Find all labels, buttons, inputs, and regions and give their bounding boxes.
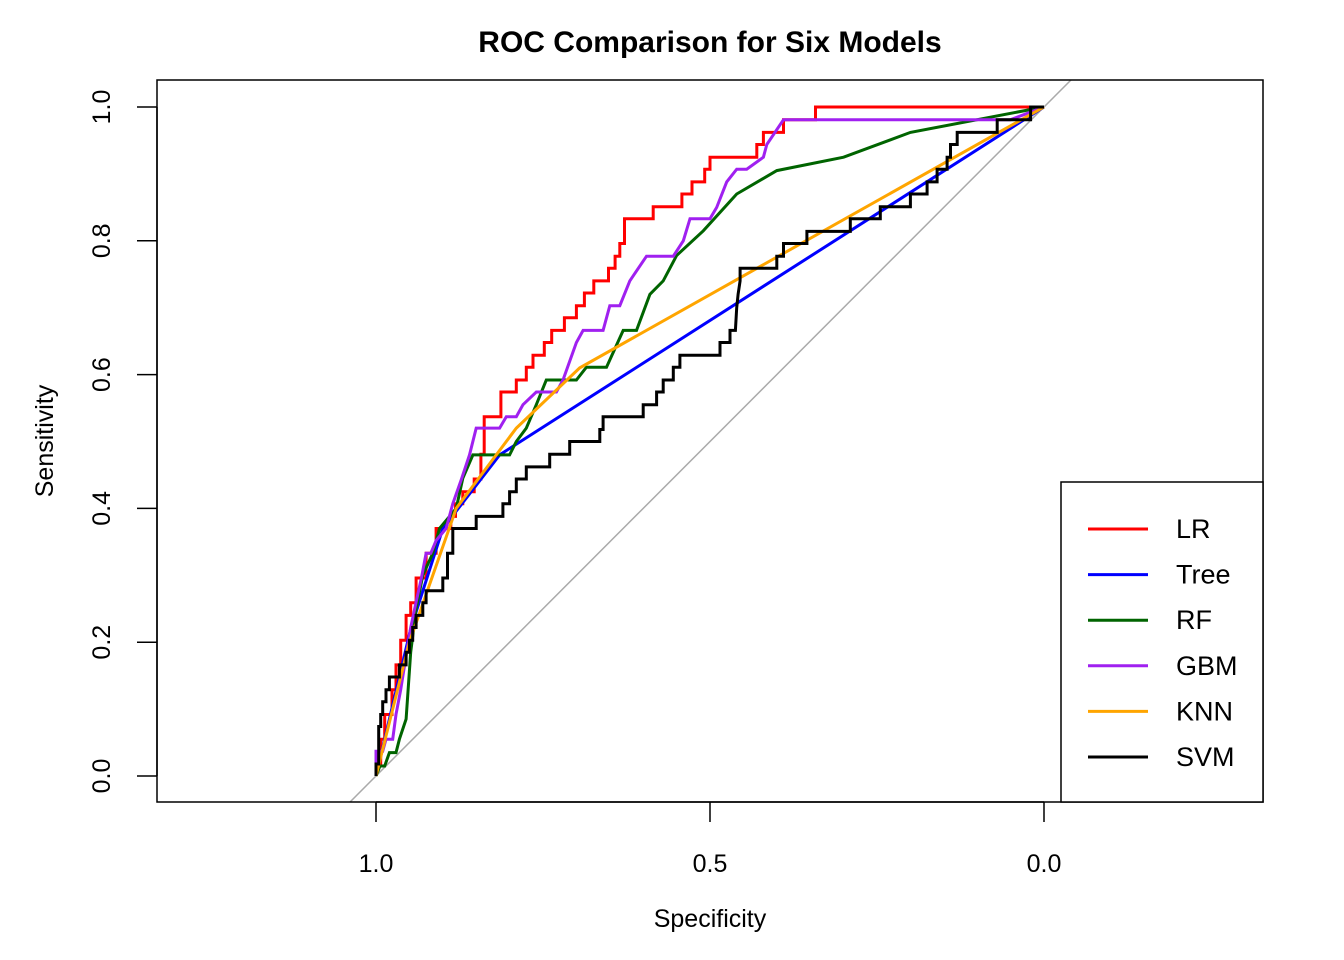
series-line-lr [374,105,1044,776]
y-tick-label: 1.0 [88,90,116,125]
y-tick-label: 0.2 [88,625,116,660]
series-layer [374,105,1045,777]
legend: LR Tree RF GBM KNN SVM [1060,481,1264,803]
series-line-rf [374,105,1045,777]
legend-label-lr: LR [1176,514,1211,544]
y-axis-label: Sensitivity [31,384,59,497]
x-axis-label: Specificity [654,905,767,933]
chart-title: ROC Comparison for Six Models [478,26,941,59]
y-tick-label: 0.8 [88,223,116,258]
x-tick-label: 1.0 [359,850,394,878]
y-tick-label: 0.0 [88,759,116,794]
legend-label-rf: RF [1176,605,1212,635]
y-tick-label: 0.4 [88,491,116,526]
legend-label-knn: KNN [1176,696,1233,726]
y-tick-label: 0.6 [88,357,116,392]
series-line-gbm [374,105,1045,776]
x-tick-label: 0.0 [1027,850,1062,878]
x-axis: 1.0 0.5 0.0 [359,801,1062,878]
x-tick-label: 0.5 [693,850,728,878]
series-line-svm [374,105,1044,776]
legend-label-gbm: GBM [1176,651,1238,681]
legend-label-tree: Tree [1176,560,1231,590]
y-axis: 0.0 0.2 0.4 0.6 0.8 1.0 [88,90,158,794]
legend-box [1060,481,1264,803]
legend-label-svm: SVM [1176,742,1235,772]
